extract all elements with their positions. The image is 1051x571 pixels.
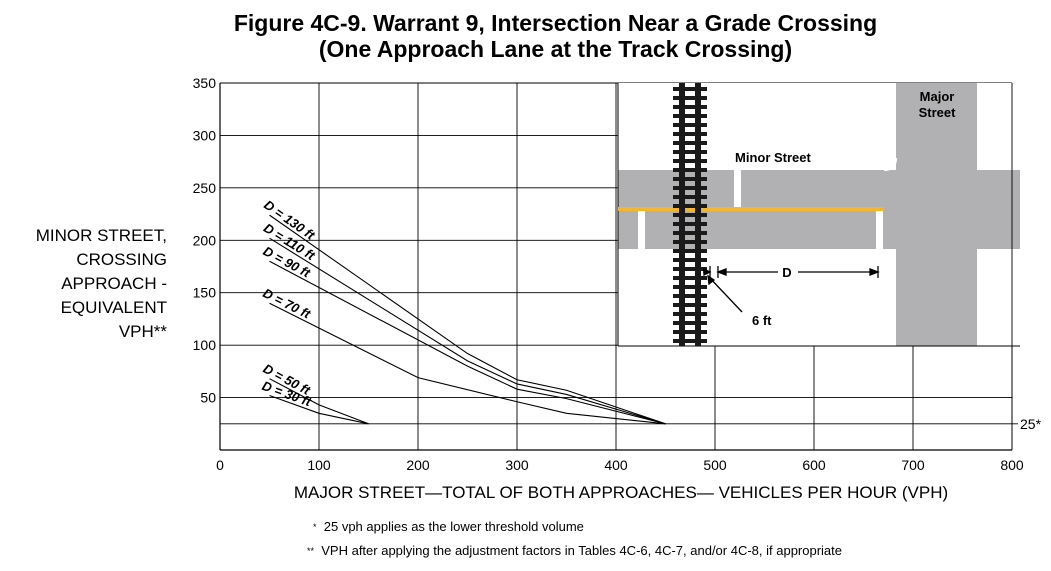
railroad-tie xyxy=(673,231,707,235)
railroad-tie xyxy=(673,267,707,271)
stop-bar-right xyxy=(876,211,883,249)
y-tick-label: 150 xyxy=(193,285,217,301)
series-line xyxy=(269,214,666,425)
y-axis-label-line: EQUIVALENT xyxy=(60,298,167,317)
y-tick-label: 350 xyxy=(193,75,217,91)
y-axis-label-line: APPROACH - xyxy=(61,274,167,293)
railroad-tie xyxy=(673,294,707,298)
footnote-2-text: VPH after applying the adjustment factor… xyxy=(321,543,843,558)
railroad-tie xyxy=(673,132,707,136)
axes: 0 100 200 300 400 500 600 700 800 50 100 150 200 250 3… xyxy=(193,75,1042,502)
x-tick-label: 200 xyxy=(406,457,430,473)
x-tick-label: 500 xyxy=(703,457,727,473)
rail-right xyxy=(695,83,701,346)
y-tick-label: 100 xyxy=(193,337,217,353)
x-tick-label: 400 xyxy=(604,457,628,473)
railroad-tie xyxy=(673,186,707,190)
railroad-tie xyxy=(673,222,707,226)
corner-ne xyxy=(977,158,989,170)
x-tick-label: 800 xyxy=(1000,457,1024,473)
x-tick-label: 700 xyxy=(901,457,925,473)
six-ft-label: 6 ft xyxy=(752,313,772,328)
footnote-1-text: 25 vph applies as the lower threshold vo… xyxy=(323,519,584,534)
railroad-tie xyxy=(673,312,707,316)
dimension-d xyxy=(703,266,880,313)
footnote-1: * 25 vph applies as the lower threshold … xyxy=(313,519,584,535)
footnote-1-mark: * xyxy=(313,522,317,532)
railroad-tie xyxy=(673,168,707,172)
railroad-tie xyxy=(673,96,707,100)
series-line xyxy=(269,394,369,425)
railroad-ties xyxy=(673,87,707,343)
railroad-tie xyxy=(673,141,707,145)
railroad-tie xyxy=(673,330,707,334)
y-tick-label: 50 xyxy=(200,390,216,406)
y-tick-label: 250 xyxy=(193,180,217,196)
series-line xyxy=(269,260,666,425)
railroad-tie xyxy=(673,249,707,253)
footnote-2: ** VPH after applying the adjustment fac… xyxy=(307,543,842,559)
corner-se xyxy=(977,249,989,261)
x-axis-label: MAJOR STREET—TOTAL OF BOTH APPROACHES— V… xyxy=(294,483,948,502)
d-label: D xyxy=(782,265,791,280)
railroad-tie xyxy=(673,258,707,262)
footnote-2-mark: ** xyxy=(307,546,315,556)
railroad-tie xyxy=(673,339,707,343)
x-tick-label: 0 xyxy=(216,457,224,473)
minor-street-label: Minor Street xyxy=(735,150,812,165)
railroad-tie xyxy=(673,177,707,181)
figure-title-line-2: (One Approach Lane at the Track Crossing… xyxy=(318,36,793,62)
railroad-tie xyxy=(673,213,707,217)
stop-bar-top xyxy=(734,170,741,207)
railroad-tie xyxy=(673,204,707,208)
stop-bar-left xyxy=(638,211,645,249)
railroad-tie xyxy=(673,105,707,109)
major-street-label-line2: Street xyxy=(919,105,957,120)
railroad-tie xyxy=(673,87,707,91)
y-axis-label-line: VPH** xyxy=(118,322,167,341)
railroad-tie xyxy=(673,285,707,289)
railroad-tie xyxy=(673,123,707,127)
rail-left xyxy=(679,83,685,346)
y-tick-label: 300 xyxy=(193,127,217,143)
x-tick-label: 300 xyxy=(505,457,529,473)
figure-title-line-1: Figure 4C-9. Warrant 9, Intersection Nea… xyxy=(233,10,878,36)
x-tick-label: 100 xyxy=(307,457,331,473)
series-label: D = 70 ft xyxy=(261,285,314,322)
railroad-tie xyxy=(673,114,707,118)
railroad-tie xyxy=(673,276,707,280)
threshold-label: 25* xyxy=(1020,416,1042,432)
series-line xyxy=(269,237,666,425)
railroad-tie xyxy=(673,321,707,325)
y-axis-label-line: MINOR STREET, xyxy=(35,226,167,245)
railroad-tie xyxy=(673,303,707,307)
major-street-label-line1: Major xyxy=(920,89,955,104)
major-street-road xyxy=(896,83,977,346)
railroad-tie xyxy=(673,159,707,163)
x-tick-label: 600 xyxy=(802,457,826,473)
series-lines xyxy=(269,214,666,425)
y-axis-label-line: CROSSING xyxy=(76,250,167,269)
railroad-tie xyxy=(673,195,707,199)
series-line xyxy=(269,378,369,425)
inset-diagram: D 6 ft Minor Street Major Street xyxy=(617,83,1020,347)
series-line xyxy=(269,302,666,425)
corner-sw xyxy=(884,249,896,261)
railroad-tie xyxy=(673,240,707,244)
y-tick-label: 200 xyxy=(193,232,217,248)
railroad-tie xyxy=(673,150,707,154)
